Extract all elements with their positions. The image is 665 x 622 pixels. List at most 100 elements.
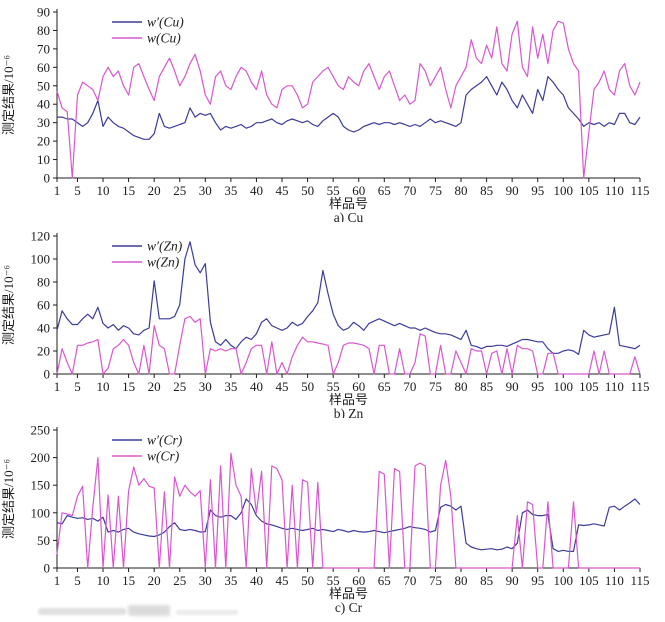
x-tick-label: 30 [199, 573, 212, 588]
x-tick-label: 90 [506, 183, 519, 198]
x-tick-label: 115 [630, 183, 649, 198]
y-tick-label: 100 [31, 505, 51, 520]
legend-label: w(Cr) [147, 449, 180, 464]
y-tick-label: 150 [31, 478, 51, 493]
y-tick-label: 0 [44, 367, 51, 382]
y-tick-label: 80 [37, 23, 50, 38]
series-line-measured [56, 315, 641, 375]
x-tick-label: 50 [301, 573, 314, 588]
y-tick-label: 10 [37, 152, 50, 167]
x-tick-label: 25 [173, 183, 186, 198]
legend-label: w′(Cr) [147, 433, 183, 448]
y-tick-label: 100 [31, 252, 51, 267]
cr-chart: 0 50 100 150 200 250 1 5 10 15 20 25 30 35 40 45 50 55 60 6… [1, 423, 650, 616]
x-tick-label: 30 [199, 183, 212, 198]
x-axis-title: 样品号 [329, 196, 368, 211]
x-tick-label: 110 [605, 379, 624, 394]
subplot-caption: c) Cr [335, 600, 363, 615]
x-tick-label: 5 [74, 379, 81, 394]
y-axis-title: 测定结果/10⁻⁶ [1, 459, 16, 539]
y-tick-label: 60 [37, 60, 50, 75]
x-tick-label: 35 [224, 573, 237, 588]
x-tick-label: 25 [173, 379, 186, 394]
x-tick-label: 45 [276, 183, 289, 198]
x-tick-label: 60 [352, 183, 365, 198]
x-tick-label: 105 [579, 183, 599, 198]
x-tick-label: 75 [429, 379, 442, 394]
x-tick-label: 75 [429, 573, 442, 588]
x-tick-label: 60 [352, 379, 365, 394]
legend-label: w(Cu) [147, 31, 181, 46]
x-tick-label: 115 [630, 573, 649, 588]
series-line-corrected [57, 75, 641, 140]
x-tick-label: 40 [250, 379, 263, 394]
y-tick-label: 40 [37, 97, 50, 112]
x-tick-label: 55 [327, 573, 340, 588]
x-tick-label: 20 [148, 379, 161, 394]
x-tick-label: 105 [579, 379, 599, 394]
y-tick-label: 120 [31, 229, 51, 244]
x-tick-label: 85 [480, 379, 493, 394]
y-tick-label: 60 [37, 298, 50, 313]
x-tick-label: 80 [455, 183, 468, 198]
x-tick-label: 1 [54, 183, 61, 198]
y-tick-label: 250 [31, 423, 51, 438]
y-tick-label: 80 [37, 275, 50, 290]
legend-label: w′(Zn) [147, 239, 183, 254]
x-tick-label: 95 [531, 183, 544, 198]
x-tick-label: 5 [74, 573, 81, 588]
y-tick-label: 20 [37, 344, 50, 359]
y-tick-label: 0 [44, 171, 51, 186]
legend-label: w(Zn) [147, 255, 180, 270]
y-tick-label: 50 [37, 78, 50, 93]
x-tick-label: 65 [378, 573, 391, 588]
x-tick-label: 30 [199, 379, 212, 394]
y-tick-label: 90 [37, 5, 50, 20]
subplot-caption: b) Zn [334, 406, 364, 418]
x-tick-label: 65 [378, 379, 391, 394]
series-line-measured [56, 20, 641, 179]
x-tick-label: 40 [250, 183, 263, 198]
x-tick-label: 95 [531, 379, 544, 394]
x-axis-title: 样品号 [329, 392, 368, 407]
x-tick-label: 90 [506, 379, 519, 394]
x-tick-label: 50 [301, 379, 314, 394]
x-tick-label: 85 [480, 573, 493, 588]
x-tick-label: 85 [480, 183, 493, 198]
y-tick-label: 20 [37, 134, 50, 149]
x-tick-label: 1 [54, 573, 61, 588]
x-tick-label: 10 [97, 573, 110, 588]
subplot-caption: a) Cu [334, 210, 364, 222]
x-tick-label: 15 [122, 183, 135, 198]
x-tick-label: 115 [630, 379, 649, 394]
zn-chart: 0 20 40 60 80 100 120 1 5 10 15 20 25 30 35 40 45 50 55 60 6… [1, 229, 650, 419]
y-tick-label: 0 [44, 561, 51, 576]
series-line-measured [56, 452, 640, 569]
y-tick-label: 50 [37, 533, 50, 548]
x-tick-label: 70 [403, 183, 416, 198]
x-tick-label: 45 [276, 379, 289, 394]
x-tick-label: 20 [148, 573, 161, 588]
x-tick-label: 95 [531, 573, 544, 588]
y-tick-label: 200 [31, 450, 51, 465]
x-tick-label: 70 [403, 573, 416, 588]
x-tick-label: 55 [327, 183, 340, 198]
x-tick-label: 105 [579, 573, 599, 588]
x-tick-label: 5 [74, 183, 81, 198]
x-tick-label: 80 [455, 379, 468, 394]
series-line-corrected [56, 498, 641, 552]
y-axis-title: 测定结果/10⁻⁶ [1, 265, 16, 345]
x-tick-label: 35 [224, 183, 237, 198]
x-tick-label: 100 [554, 183, 574, 198]
x-tick-label: 35 [224, 379, 237, 394]
x-tick-label: 110 [605, 183, 624, 198]
x-tick-label: 20 [148, 183, 161, 198]
x-tick-label: 70 [403, 379, 416, 394]
legend-label: w′(Cu) [147, 15, 184, 30]
x-tick-label: 100 [554, 379, 574, 394]
x-tick-label: 50 [301, 183, 314, 198]
x-tick-label: 25 [173, 573, 186, 588]
series-line-corrected [56, 241, 641, 355]
y-tick-label: 70 [37, 41, 50, 56]
